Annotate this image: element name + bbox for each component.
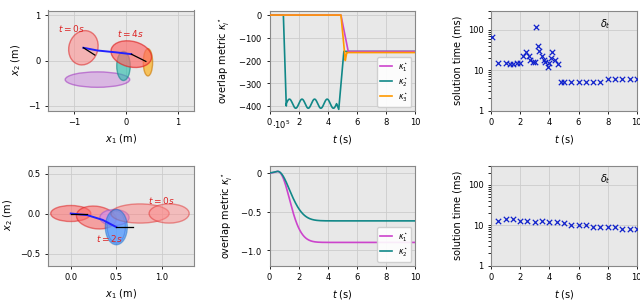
Y-axis label: solution time (ms): solution time (ms)	[452, 16, 462, 105]
X-axis label: $t$ (s): $t$ (s)	[554, 133, 574, 146]
Point	[617, 226, 627, 231]
Point	[508, 62, 518, 67]
Point	[602, 77, 612, 82]
Point	[532, 44, 543, 48]
Point	[500, 61, 511, 65]
Ellipse shape	[106, 209, 127, 245]
Point	[595, 80, 605, 85]
Point	[588, 225, 598, 230]
Point	[580, 80, 591, 85]
X-axis label: $t$ (s): $t$ (s)	[332, 133, 353, 146]
Text: $t=2$s: $t=2$s	[96, 232, 123, 244]
Point	[546, 56, 556, 60]
Point	[528, 59, 538, 64]
Ellipse shape	[108, 211, 125, 243]
Point	[531, 24, 541, 29]
Y-axis label: overlap metric $\kappa_i^\star$: overlap metric $\kappa_i^\star$	[216, 17, 232, 104]
X-axis label: $x_1$ (m): $x_1$ (m)	[105, 133, 137, 146]
Point	[515, 61, 525, 65]
Point	[530, 59, 540, 64]
Point	[556, 80, 566, 85]
Ellipse shape	[143, 49, 152, 76]
Point	[486, 35, 497, 40]
Point	[544, 220, 554, 224]
Legend: $\kappa_1^\star$, $\kappa_2^\star$: $\kappa_1^\star$, $\kappa_2^\star$	[377, 227, 412, 262]
Point	[500, 217, 511, 222]
Point	[573, 80, 584, 85]
Point	[544, 61, 554, 65]
Point	[518, 54, 528, 59]
Ellipse shape	[100, 209, 129, 226]
Ellipse shape	[76, 206, 116, 229]
Y-axis label: $x_2$ (m): $x_2$ (m)	[9, 44, 22, 76]
Y-axis label: $x_2$ (m): $x_2$ (m)	[1, 200, 15, 232]
Point	[512, 61, 522, 65]
Point	[505, 62, 515, 67]
Point	[508, 217, 518, 222]
Point	[537, 218, 547, 223]
Point	[559, 221, 569, 226]
Point	[566, 80, 577, 85]
Point	[580, 223, 591, 227]
Point	[530, 220, 540, 224]
Point	[595, 225, 605, 230]
Point	[547, 50, 557, 55]
Point	[540, 59, 550, 64]
Point	[566, 223, 577, 227]
Ellipse shape	[68, 31, 98, 65]
Point	[534, 49, 544, 53]
Point	[538, 57, 548, 62]
Point	[525, 57, 536, 62]
Text: $t=4$s: $t=4$s	[116, 28, 143, 39]
Point	[493, 61, 504, 65]
Point	[602, 225, 612, 230]
Point	[515, 218, 525, 223]
Y-axis label: overlap metric $\kappa_i^\star$: overlap metric $\kappa_i^\star$	[220, 172, 235, 259]
Point	[550, 57, 560, 62]
X-axis label: $t$ (s): $t$ (s)	[332, 288, 353, 300]
Point	[617, 77, 627, 82]
Ellipse shape	[111, 204, 169, 223]
Text: $t=0$s: $t=0$s	[58, 23, 85, 34]
X-axis label: $x_1$ (m): $x_1$ (m)	[105, 288, 137, 300]
Point	[552, 220, 562, 224]
Point	[543, 64, 553, 69]
Point	[625, 77, 635, 82]
Point	[559, 80, 569, 85]
Point	[493, 218, 504, 223]
Point	[588, 80, 598, 85]
Text: $\cdot10^5$: $\cdot10^5$	[272, 118, 291, 130]
Point	[610, 77, 620, 82]
Point	[573, 223, 584, 227]
Text: $\delta_t$: $\delta_t$	[600, 17, 611, 31]
Point	[522, 218, 532, 223]
Ellipse shape	[111, 41, 152, 68]
Point	[610, 225, 620, 230]
Point	[625, 226, 635, 231]
Point	[524, 54, 534, 59]
Ellipse shape	[116, 51, 131, 80]
Y-axis label: solution time (ms): solution time (ms)	[452, 171, 462, 260]
Text: $t=0$s: $t=0$s	[148, 195, 175, 206]
Point	[537, 54, 547, 59]
Text: $\delta_t$: $\delta_t$	[600, 172, 611, 186]
Ellipse shape	[65, 72, 130, 87]
Point	[553, 62, 563, 67]
Ellipse shape	[149, 204, 189, 223]
Point	[521, 50, 531, 55]
Point	[632, 226, 640, 231]
Ellipse shape	[51, 206, 91, 221]
Point	[632, 77, 640, 82]
X-axis label: $t$ (s): $t$ (s)	[554, 288, 574, 300]
Legend: $\kappa_1^\star$, $\kappa_2^\star$, $\kappa_3^\star$: $\kappa_1^\star$, $\kappa_2^\star$, $\ka…	[377, 57, 412, 107]
